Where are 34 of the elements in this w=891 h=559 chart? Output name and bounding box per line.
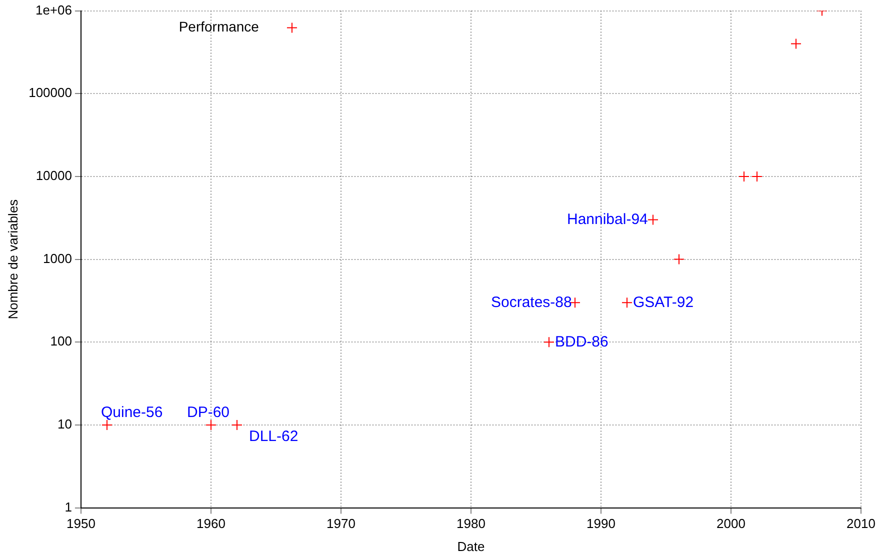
point — [752, 170, 762, 182]
point — [738, 170, 750, 182]
y-tick-label: 100000 — [28, 85, 72, 100]
y-tick-label: 1000 — [43, 250, 72, 266]
annotation: GSAT-92 — [632, 294, 694, 311]
x-tick-label: 1960 — [196, 516, 226, 532]
annotation: DLL-62 — [248, 428, 298, 446]
annotation: Socrates-88 — [490, 294, 572, 311]
x-axis-title: Date — [457, 538, 485, 554]
y-axis-title: Nombre de variables — [5, 198, 20, 320]
legend-label: Performance — [178, 18, 260, 35]
x-tick-label: 2010 — [846, 516, 876, 532]
point — [621, 297, 632, 308]
x-tick-label: 1980 — [456, 516, 486, 532]
point — [231, 419, 242, 430]
x-tick-label: 1970 — [326, 516, 356, 532]
y-tick-label: 1e+06 — [35, 2, 72, 18]
x-tick-label: 1950 — [66, 516, 96, 532]
point — [647, 214, 658, 226]
point — [790, 38, 802, 50]
point — [543, 336, 554, 348]
annotation: BDD-86 — [554, 333, 608, 350]
point — [205, 419, 216, 430]
y-tick-label: 10 — [58, 416, 72, 432]
y-tick-label: 100 — [50, 334, 72, 349]
y-tick-label: 10000 — [36, 168, 72, 184]
x-tick-label: 1990 — [586, 516, 616, 532]
point — [673, 254, 684, 265]
annotation: DP-60 — [186, 404, 230, 422]
y-tick-label: 1 — [64, 499, 72, 514]
annotation: Hannibal-94 — [566, 210, 648, 228]
annotation: Quine-56 — [100, 404, 163, 422]
x-tick-label: 2000 — [716, 516, 746, 532]
point — [101, 419, 112, 430]
